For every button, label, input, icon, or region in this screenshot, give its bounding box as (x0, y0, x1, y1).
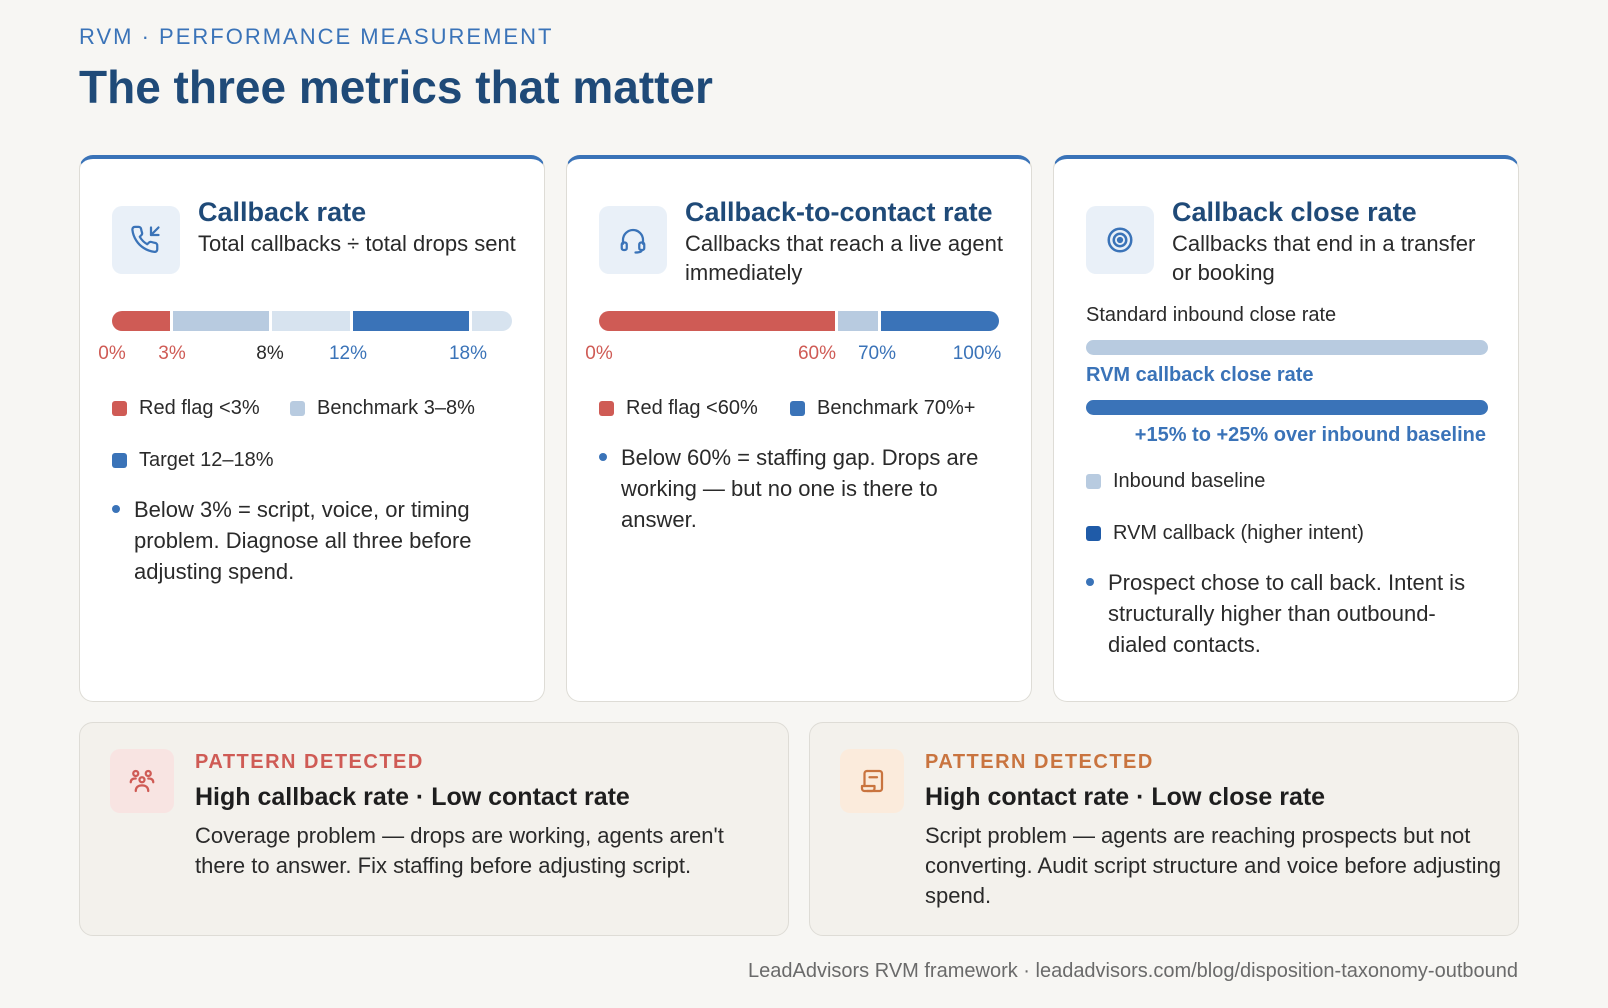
legend-item-red-flag: Red flag <60% (599, 397, 758, 420)
card-subtitle: Callbacks that end in a transfer or book… (1172, 231, 1476, 285)
legend-swatch (790, 401, 805, 416)
legend-swatch (599, 401, 614, 416)
bar-segment-target (881, 311, 999, 331)
rvm-close-bar (1086, 400, 1488, 415)
bullet-dot (112, 505, 120, 513)
legend-swatch (1086, 526, 1101, 541)
card-subtitle: Total callbacks ÷ total drops sent (198, 231, 516, 256)
legend-label: Target 12–18% (139, 449, 274, 471)
tick-label: 60% (797, 343, 837, 364)
bar-segment-gap (272, 311, 350, 331)
uplift-label: +15% to +25% over inbound baseline (1134, 424, 1486, 446)
legend-swatch (112, 401, 127, 416)
note-text: Below 60% = staffing gap. Drops are work… (621, 445, 979, 532)
people-icon (110, 749, 174, 813)
pattern-body: Script problem — agents are reaching pro… (925, 823, 1501, 908)
headset-icon (599, 206, 667, 274)
legend-label: Benchmark 3–8% (317, 397, 475, 419)
card-title: Callback rate (198, 197, 367, 227)
pattern-eyebrow: PATTERN DETECTED (925, 751, 1154, 773)
script-icon (840, 749, 904, 813)
footer-source: LeadAdvisors RVM framework · leadadvisor… (748, 960, 1518, 982)
tick-label: 100% (952, 343, 1002, 364)
bar-segment-benchmark (173, 311, 269, 331)
tick-label: 8% (256, 343, 284, 364)
card-subtitle: Callbacks that reach a live agent immedi… (685, 231, 1003, 285)
bar-segment-red (599, 311, 835, 331)
bar-segment-benchmark (838, 311, 878, 331)
card-title: Callback close rate (1172, 197, 1417, 227)
pattern-body: Coverage problem — drops are working, ag… (195, 823, 724, 878)
bullet-dot (1086, 578, 1094, 586)
card-note: Prospect chose to call back. Intent is s… (1086, 567, 1476, 660)
callback-rate-bar (112, 311, 514, 331)
legend-label: RVM callback (higher intent) (1113, 522, 1364, 544)
phone-incoming-icon (112, 206, 180, 274)
legend-item-inbound: Inbound baseline (1086, 470, 1265, 493)
legend-item-red-flag: Red flag <3% (112, 397, 260, 420)
tick-label: 0% (585, 343, 613, 364)
legend-label: Red flag <60% (626, 397, 758, 419)
card-note: Below 60% = staffing gap. Drops are work… (599, 442, 989, 535)
legend-item-benchmark: Benchmark 3–8% (290, 397, 475, 420)
bar-segment-red (112, 311, 170, 331)
legend-swatch (1086, 474, 1101, 489)
legend-label: Red flag <3% (139, 397, 260, 419)
card-contact-rate: Callback-to-contact rate Callbacks that … (566, 155, 1032, 702)
legend-label: Benchmark 70%+ (817, 397, 976, 419)
tick-label: 12% (328, 343, 368, 364)
card-close-rate: Callback close rate Callbacks that end i… (1053, 155, 1519, 702)
legend-label: Inbound baseline (1113, 470, 1266, 492)
rvm-bar-label: RVM callback close rate (1086, 364, 1314, 386)
note-text: Below 3% = script, voice, or timing prob… (134, 497, 472, 584)
pattern-eyebrow: PATTERN DETECTED (195, 751, 424, 773)
legend-swatch (112, 453, 127, 468)
legend-item-benchmark: Benchmark 70%+ (790, 397, 975, 420)
legend-item-rvm: RVM callback (higher intent) (1086, 522, 1364, 545)
card-title: Callback-to-contact rate (685, 197, 993, 227)
bullet-dot (599, 453, 607, 461)
pattern-card-script: PATTERN DETECTED High contact rate · Low… (809, 722, 1519, 936)
page-title: The three metrics that matter (79, 61, 713, 113)
tick-label: 0% (98, 343, 126, 364)
tick-label: 70% (857, 343, 897, 364)
inbound-close-bar (1086, 340, 1488, 355)
inbound-bar-label: Standard inbound close rate (1086, 304, 1337, 326)
pattern-title: High callback rate · Low contact rate (195, 783, 630, 811)
pattern-card-coverage: PATTERN DETECTED High callback rate · Lo… (79, 722, 789, 936)
page-eyebrow: RVM · PERFORMANCE MEASUREMENT (79, 24, 554, 49)
legend-swatch (290, 401, 305, 416)
bar-segment-tail (472, 311, 512, 331)
tick-label: 3% (158, 343, 186, 364)
bar-segment-target (353, 311, 469, 331)
tick-label: 18% (448, 343, 488, 364)
contact-rate-bar (599, 311, 999, 331)
legend-item-target: Target 12–18% (112, 449, 274, 472)
target-icon (1086, 206, 1154, 274)
note-text: Prospect chose to call back. Intent is s… (1108, 570, 1466, 657)
pattern-title: High contact rate · Low close rate (925, 783, 1326, 811)
card-callback-rate: Callback rate Total callbacks ÷ total dr… (79, 155, 545, 702)
card-note: Below 3% = script, voice, or timing prob… (112, 494, 502, 587)
